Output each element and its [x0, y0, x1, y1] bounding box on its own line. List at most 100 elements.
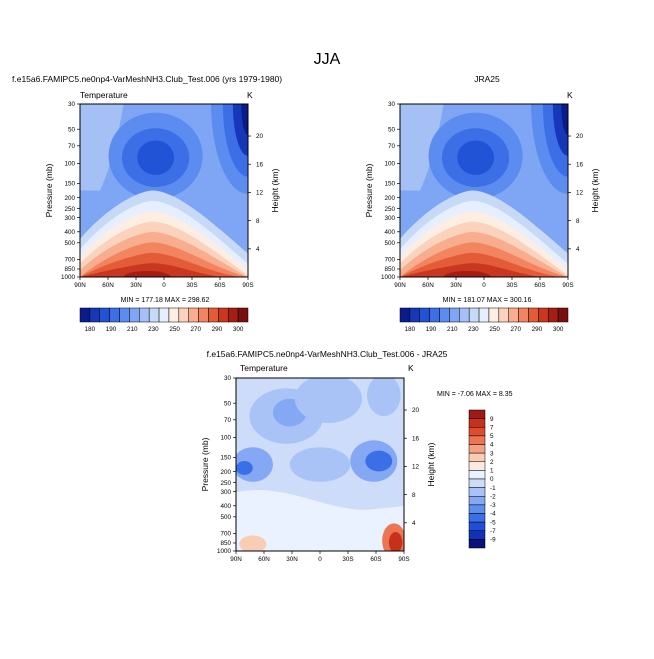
- difference-field-band: [239, 535, 267, 551]
- reanalysis-y-tick-label: 700: [384, 257, 395, 264]
- difference-height-tick-label: 20: [412, 407, 420, 414]
- model-colorbar-label: 230: [148, 326, 159, 333]
- difference-colorbar-box: [468, 452, 486, 462]
- difference-field-band: [236, 461, 253, 475]
- reanalysis-height-tick-label: 16: [576, 161, 584, 168]
- model-colorbar-label: 290: [212, 326, 223, 333]
- difference-x-tick-label: 60S: [370, 556, 381, 563]
- difference-colorbar-label: 0: [490, 476, 494, 483]
- reanalysis-colorbar-box: [547, 307, 559, 323]
- model-x-tick-label: 90S: [242, 282, 253, 289]
- difference-colorbar-label: 9: [490, 416, 494, 423]
- plot-area-model: 305070100150200250300400500700850100090N…: [44, 101, 280, 289]
- model-y-tick-label: 150: [64, 181, 75, 188]
- model-field-band: [80, 104, 124, 191]
- reanalysis-colorbar-box: [508, 307, 519, 323]
- model-colorbar-box: [119, 307, 130, 323]
- panel-difference-units: K: [408, 363, 414, 373]
- panel-reanalysis-title: JRA25: [474, 74, 500, 84]
- difference-colorbar-label: -2: [490, 493, 496, 500]
- plot-area-difference: 305070100150200250300400500700850100090N…: [200, 375, 436, 563]
- difference-colorbar-label: -5: [490, 519, 496, 526]
- model-y-tick-label: 70: [68, 143, 76, 150]
- reanalysis-colorbar-box: [449, 307, 460, 323]
- difference-field-band: [236, 490, 404, 551]
- reanalysis-colorbar-box: [557, 307, 569, 323]
- reanalysis-colorbar-box: [409, 307, 421, 323]
- model-y-tick-label: 300: [64, 215, 75, 222]
- model-x-tick-label: 90N: [74, 282, 86, 289]
- difference-y-tick-label: 1000: [217, 548, 232, 555]
- difference-x-tick-label: 30S: [342, 556, 353, 563]
- difference-colorbar-box: [468, 435, 486, 445]
- reanalysis-height-tick-label: 12: [576, 190, 584, 197]
- reanalysis-colorbar-label: 230: [468, 326, 479, 333]
- difference-colorbar-box: [468, 539, 486, 549]
- reanalysis-colorbar-box: [459, 307, 470, 323]
- reanalysis-colorbar-box: [478, 307, 490, 323]
- reanalysis-y-tick-label: 30: [388, 101, 396, 108]
- model-y-tick-label: 250: [64, 206, 75, 213]
- model-colorbar-box: [139, 307, 150, 323]
- difference-colorbar-box: [468, 427, 486, 437]
- difference-colorbar-label: 3: [490, 450, 494, 457]
- model-y-tick-label: 1000: [61, 274, 76, 281]
- difference-y-axis-label: Pressure (mb): [200, 437, 210, 491]
- reanalysis-y-tick-label: 70: [388, 143, 396, 150]
- difference-field-band: [367, 378, 401, 417]
- difference-field-band: [289, 447, 351, 482]
- reanalysis-colorbar-label: 300: [553, 326, 564, 333]
- difference-colorbar-label: -4: [490, 511, 496, 518]
- difference-field-band: [294, 378, 362, 423]
- model-colorbar-label: 190: [106, 326, 117, 333]
- difference-x-tick-label: 90S: [398, 556, 409, 563]
- reanalysis-y-tick-label: 150: [384, 181, 395, 188]
- reanalysis-x-tick-label: 90N: [394, 282, 406, 289]
- difference-x-tick-label: 60N: [258, 556, 270, 563]
- model-field-band: [80, 263, 248, 277]
- reanalysis-colorbar-box: [429, 307, 440, 323]
- model-colorbar-box: [109, 307, 120, 323]
- reanalysis-x-tick-label: 30S: [506, 282, 517, 289]
- difference-height-tick-label: 4: [412, 520, 416, 527]
- panel-model-stats: MIN = 177.18 MAX = 298.62: [121, 297, 210, 304]
- reanalysis-field-band: [457, 140, 495, 175]
- difference-y-tick-label: 200: [220, 469, 231, 476]
- difference-colorbar-box: [468, 513, 486, 523]
- difference-colorbar-box: [468, 521, 486, 531]
- reanalysis-y-tick-label: 850: [384, 266, 395, 273]
- reanalysis-x-tick-label: 60N: [422, 282, 434, 289]
- difference-colorbar-label: -9: [490, 537, 496, 544]
- difference-y-tick-label: 400: [220, 503, 231, 510]
- difference-height-tick-label: 12: [412, 464, 420, 471]
- difference-y-tick-label: 700: [220, 531, 231, 538]
- model-colorbar-box: [99, 307, 110, 323]
- model-y-tick-label: 30: [68, 101, 76, 108]
- reanalysis-colorbar-label: 210: [447, 326, 458, 333]
- colorbar-model: 180 190 210 230 250 270 290 300: [79, 307, 249, 333]
- model-x-tick-label: 60N: [102, 282, 114, 289]
- panel-reanalysis-stats: MIN = 181.07 MAX = 300.16: [443, 297, 532, 304]
- model-field-band: [241, 104, 248, 136]
- colorbar-reanalysis: 180 190 210 230 250 270 290 300: [399, 307, 569, 333]
- reanalysis-colorbar-box: [468, 307, 480, 323]
- reanalysis-x-tick-label: 90S: [562, 282, 573, 289]
- reanalysis-x-tick-label: 0: [482, 282, 486, 289]
- model-y-tick-label: 50: [68, 126, 76, 133]
- difference-y-axis-label-right: Height (km): [426, 442, 436, 486]
- reanalysis-colorbar-box: [399, 307, 411, 323]
- model-y-tick-label: 400: [64, 229, 75, 236]
- difference-y-tick-label: 30: [224, 375, 232, 382]
- model-y-tick-label: 100: [64, 161, 75, 168]
- reanalysis-colorbar-box: [488, 307, 500, 323]
- difference-colorbar-box: [468, 496, 486, 506]
- reanalysis-field-band: [400, 263, 568, 277]
- difference-y-tick-label: 250: [220, 480, 231, 487]
- reanalysis-y-axis-label-right: Height (km): [590, 168, 600, 212]
- reanalysis-colorbar-box: [419, 307, 430, 323]
- reanalysis-field-band: [443, 270, 491, 277]
- model-height-tick-label: 4: [256, 246, 260, 253]
- difference-y-tick-label: 70: [224, 417, 232, 424]
- panel-model-variable: Temperature: [80, 90, 128, 100]
- reanalysis-y-axis-label: Pressure (mb): [364, 163, 374, 217]
